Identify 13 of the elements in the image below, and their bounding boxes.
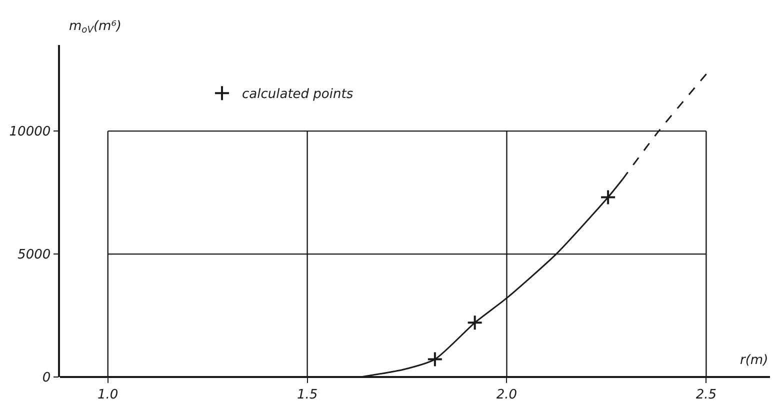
legend-label: calculated points <box>242 87 354 102</box>
point <box>600 189 616 206</box>
y-tick-label: 5000 <box>18 248 51 263</box>
x-tick-label: 2.5 <box>696 387 717 402</box>
x-tick-label: 2.0 <box>496 387 518 402</box>
y-tick-label: 10000 <box>9 124 51 140</box>
y-axis-title: m$_{oV}$(m⁶) <box>69 19 122 36</box>
x-tick-label: 1.5 <box>296 387 318 402</box>
point <box>466 314 483 331</box>
y-tick-label: 0 <box>42 370 51 386</box>
x-tick-label: 1.0 <box>98 387 118 402</box>
x-axis-title: r(m) <box>740 353 768 368</box>
point <box>426 351 443 368</box>
